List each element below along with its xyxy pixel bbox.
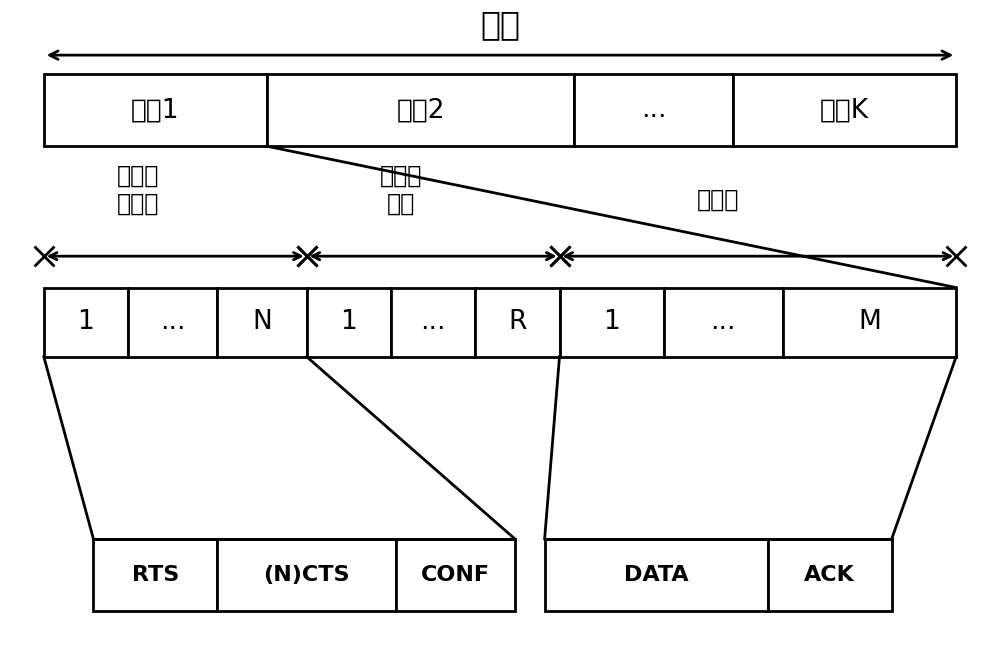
Text: 超帧: 超帧: [480, 8, 520, 41]
Bar: [44, 74, 267, 146]
Bar: [545, 539, 768, 611]
Bar: [783, 287, 956, 357]
Bar: [475, 287, 560, 357]
Bar: [267, 74, 574, 146]
Text: M: M: [858, 309, 881, 335]
Text: N: N: [252, 309, 272, 335]
Bar: [664, 287, 783, 357]
Text: ...: ...: [420, 309, 446, 335]
Text: DATA: DATA: [624, 565, 688, 585]
Text: ...: ...: [160, 309, 186, 335]
Text: 1: 1: [340, 309, 357, 335]
Bar: [396, 539, 515, 611]
Text: CONF: CONF: [421, 565, 490, 585]
Text: 时帧1: 时帧1: [131, 97, 180, 123]
Text: 1: 1: [603, 309, 620, 335]
Text: 时隙预
约段: 时隙预 约段: [380, 163, 422, 215]
Text: 时帧2: 时帧2: [396, 97, 445, 123]
Text: R: R: [508, 309, 527, 335]
Text: ...: ...: [641, 97, 666, 123]
Text: (N)CTS: (N)CTS: [263, 565, 350, 585]
Text: 邻节点
发现段: 邻节点 发现段: [117, 163, 159, 215]
Text: 1: 1: [78, 309, 94, 335]
Bar: [574, 74, 733, 146]
Bar: [391, 287, 475, 357]
Bar: [307, 287, 391, 357]
Bar: [217, 287, 307, 357]
Text: 时帧K: 时帧K: [820, 97, 869, 123]
Bar: [93, 539, 217, 611]
Text: 数据段: 数据段: [697, 188, 739, 212]
Text: ...: ...: [710, 309, 736, 335]
Bar: [768, 539, 892, 611]
Bar: [560, 287, 664, 357]
Text: ACK: ACK: [804, 565, 855, 585]
Bar: [128, 287, 217, 357]
Bar: [217, 539, 396, 611]
Bar: [44, 287, 128, 357]
Text: RTS: RTS: [132, 565, 179, 585]
Bar: [733, 74, 956, 146]
